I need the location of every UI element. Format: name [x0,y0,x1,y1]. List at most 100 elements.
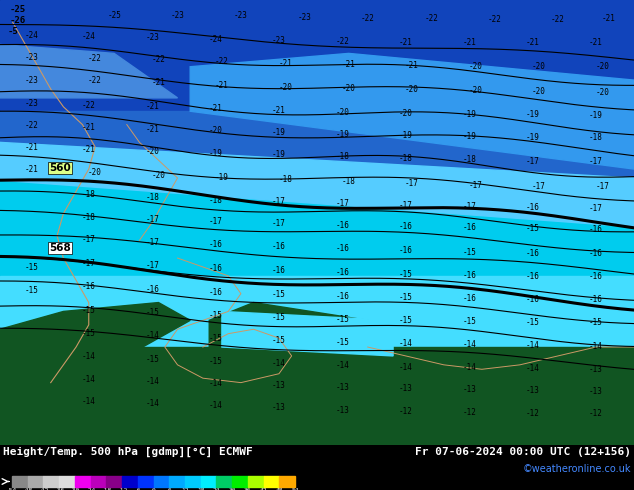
Text: -17: -17 [272,220,286,228]
Text: 18: 18 [197,488,204,490]
Text: -21: -21 [589,38,603,47]
Text: -20: -20 [399,109,413,118]
Text: -16: -16 [526,295,540,304]
Polygon shape [0,302,190,445]
Text: -20: -20 [469,86,482,95]
Text: -19: -19 [272,128,286,137]
Text: -15: -15 [82,329,96,338]
Text: -14: -14 [526,365,540,373]
Text: -19: -19 [462,132,476,141]
Bar [12,476,28,487]
Text: -20: -20 [88,168,102,177]
Text: -16: -16 [209,240,223,249]
Bar [153,476,169,487]
Text: -15: -15 [145,355,159,364]
Text: -22: -22 [488,15,501,24]
Text: -54: -54 [6,488,18,490]
Bar [91,476,107,487]
Text: 0: 0 [152,488,155,490]
Text: -20: -20 [209,126,223,135]
Text: -19: -19 [272,150,286,159]
Text: -14: -14 [335,361,349,370]
Polygon shape [222,312,393,356]
Bar [185,476,201,487]
Text: -15: -15 [462,248,476,257]
Text: -22: -22 [88,54,102,63]
Text: -14: -14 [145,377,159,386]
Text: -15: -15 [272,336,286,345]
Text: -14: -14 [82,352,96,361]
Text: -21: -21 [82,145,96,154]
Bar [122,476,138,487]
Text: -14: -14 [145,399,159,408]
Text: -15: -15 [462,317,476,326]
Text: -13: -13 [272,381,286,390]
Text: -26: -26 [10,16,25,24]
Text: -18: -18 [209,196,223,205]
Text: -14: -14 [462,341,476,349]
Text: -18: -18 [101,488,112,490]
Text: -13: -13 [589,387,603,396]
Text: -14: -14 [82,374,96,384]
Text: -14: -14 [399,363,413,371]
Bar [0,347,634,445]
Text: -22: -22 [152,55,165,64]
Text: -23: -23 [25,53,39,62]
Text: -17: -17 [272,197,286,206]
Text: -17: -17 [145,261,159,270]
Text: -21: -21 [152,78,165,87]
Polygon shape [0,143,634,227]
Text: -17: -17 [209,217,223,226]
Text: -17: -17 [145,215,159,224]
Text: -15: -15 [526,224,540,233]
Text: -18: -18 [335,152,349,161]
Text: -23: -23 [234,11,248,20]
Text: -6: -6 [134,488,141,490]
Text: -17: -17 [469,181,482,190]
Text: -16: -16 [272,266,286,275]
Text: -18: -18 [145,193,159,202]
Text: -48: -48 [22,488,34,490]
Text: 24: 24 [212,488,220,490]
Text: -16: -16 [82,282,96,292]
Text: -17: -17 [589,204,603,213]
Text: -13: -13 [335,383,349,392]
Text: -18: -18 [278,175,292,184]
Text: -20: -20 [469,62,482,71]
Text: -23: -23 [25,98,39,108]
Text: -16: -16 [145,285,159,294]
Text: -21: -21 [25,166,39,174]
Bar [0,276,634,347]
Text: -21: -21 [145,124,159,134]
Text: Fr 07-06-2024 00:00 UTC (12+156): Fr 07-06-2024 00:00 UTC (12+156) [415,447,631,457]
Text: -23: -23 [171,11,184,20]
Text: -14: -14 [526,341,540,350]
Text: -16: -16 [526,203,540,212]
Text: -23: -23 [272,36,286,46]
Text: -20: -20 [335,108,349,117]
Text: -22: -22 [82,100,96,109]
Text: -30: -30 [69,488,81,490]
Text: Height/Temp. 500 hPa [gdmp][°C] ECMWF: Height/Temp. 500 hPa [gdmp][°C] ECMWF [3,447,253,457]
Text: -36: -36 [53,488,65,490]
Text: -22: -22 [215,57,229,66]
Text: -15: -15 [335,338,349,346]
Text: -17: -17 [595,182,609,192]
Bar [169,476,185,487]
Text: -17: -17 [405,179,419,188]
Text: -16: -16 [589,272,603,281]
Text: -19: -19 [399,131,413,140]
Text: -20: -20 [342,84,356,94]
Bar [44,476,59,487]
Text: -21: -21 [272,106,286,115]
Text: -15: -15 [335,315,349,323]
Text: -16: -16 [335,268,349,277]
Text: -16: -16 [209,288,223,297]
Text: -22: -22 [335,37,349,47]
Text: -17: -17 [82,235,96,244]
Text: -25: -25 [107,11,121,20]
Text: -12: -12 [117,488,127,490]
Text: -17: -17 [589,157,603,167]
Text: -15: -15 [399,270,413,279]
Text: -15: -15 [399,293,413,302]
